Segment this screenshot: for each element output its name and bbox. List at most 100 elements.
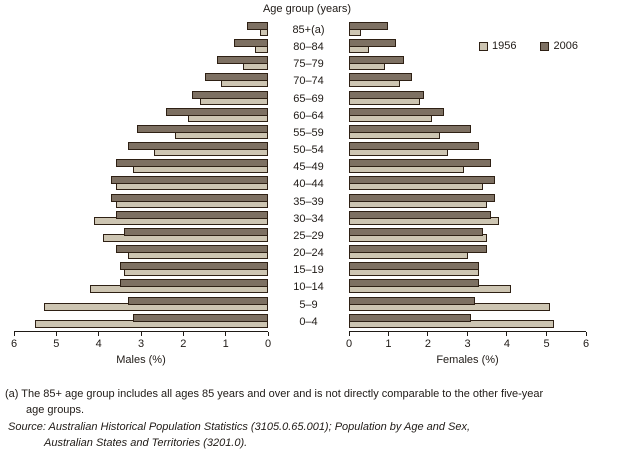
- pyramid-row-male: [14, 73, 268, 90]
- axis-tick: [387, 332, 389, 336]
- pyramid-row-male: [14, 56, 268, 73]
- bar-female-2006-20–24: [349, 245, 488, 254]
- bar-female-2006-10–14: [349, 279, 480, 288]
- bar-male-2006-35–39: [111, 193, 268, 202]
- bar-male-2006-50–54: [128, 142, 268, 151]
- pyramid-row-female: [349, 227, 586, 245]
- legend: 1956 2006: [479, 40, 578, 52]
- pyramid-row-male: [14, 313, 268, 331]
- axis-tick: [427, 332, 429, 336]
- male-axis: 6 5 4 3 2 1 0: [11, 331, 271, 352]
- bar-male-2006-0–4: [132, 313, 268, 322]
- pyramid-row-male: [14, 90, 268, 108]
- bar-male-2006-55–59: [136, 124, 268, 133]
- pyramid-row-female: [349, 159, 586, 176]
- bar-male-2006-45–49: [115, 159, 268, 168]
- pyramid-row-female: [349, 193, 586, 211]
- source-note: Source: Australian Historical Population…: [8, 419, 608, 450]
- age-group-label: 40–44: [293, 178, 324, 191]
- bar-male-2006-40–44: [111, 176, 268, 185]
- pyramid-row-male: [14, 107, 268, 125]
- axis-tick-label: 6: [582, 338, 590, 350]
- axis-tick: [140, 332, 142, 336]
- female-axis: 0 1 2 3 4 5 6: [346, 331, 589, 352]
- bar-male-2006-5–9: [128, 296, 268, 305]
- pyramid-row-male: [14, 279, 268, 296]
- axis-tick-label: 4: [503, 338, 511, 350]
- age-group-label: 85+(a): [292, 24, 325, 36]
- footnote-line-2: age groups.: [26, 404, 85, 416]
- axis-tick: [348, 332, 350, 336]
- axis-tick: [225, 332, 227, 336]
- axis-tick: [267, 332, 269, 336]
- axis-tick: [467, 332, 468, 336]
- bar-male-2006-30–34: [115, 210, 268, 219]
- age-group-label: 70–74: [293, 75, 324, 88]
- legend-label-2006: 2006: [553, 40, 578, 52]
- legend-item-2006: 2006: [540, 40, 578, 52]
- age-group-label: 60–64: [293, 109, 324, 122]
- bar-male-2006-15–19: [119, 262, 268, 271]
- age-labels-column: 85+(a) 80–84 75–79 70–74 65–69 60–64 55–59 50–5…: [268, 22, 349, 331]
- age-group-label: 35–39: [293, 195, 324, 208]
- bar-female-2006-40–44: [349, 176, 496, 185]
- age-group-label: 75–79: [293, 58, 324, 71]
- axis-tick: [585, 332, 587, 336]
- age-group-label: 65–69: [293, 92, 324, 105]
- bar-female-2006-15–19: [349, 262, 480, 271]
- bar-male-2006-75–79: [217, 56, 268, 65]
- age-group-label: 50–54: [293, 144, 324, 157]
- bar-female-2006-80–84: [349, 39, 397, 48]
- bar-female-2006-30–34: [349, 210, 492, 219]
- age-group-label: 25–29: [293, 229, 324, 242]
- axis-tick: [182, 332, 184, 336]
- footnote: (a) The 85+ age group includes all ages …: [5, 386, 605, 418]
- age-group-label: 30–34: [293, 212, 324, 225]
- bar-male-2006-20–24: [115, 245, 268, 254]
- pyramid-row-female: [349, 262, 586, 279]
- male-axis-title: Males (%): [116, 354, 166, 366]
- pyramid-row-male: [14, 39, 268, 56]
- pyramid-row-male: [14, 124, 268, 142]
- pyramid-row-female: [349, 142, 586, 159]
- footnote-line-1: (a) The 85+ age group includes all ages …: [5, 388, 544, 400]
- pyramid-row-female: [349, 176, 586, 193]
- pyramid-row-male: [14, 227, 268, 245]
- source-line-2: Australian States and Territories (3201.…: [44, 437, 248, 449]
- pyramid-row-male: [14, 176, 268, 193]
- age-group-label: 45–49: [293, 161, 324, 174]
- bar-male-2006-25–29: [124, 227, 268, 236]
- chart-title: Age group (years): [262, 3, 352, 15]
- bar-male-2006-60–64: [166, 107, 268, 116]
- pyramid-row-male: [14, 262, 268, 279]
- axis-tick-label: 3: [137, 338, 145, 350]
- female-panel: [349, 22, 586, 331]
- age-group-label: 15–19: [293, 264, 324, 277]
- bar-female-2006-85+(a): [349, 22, 389, 30]
- axis-tick-label: 6: [10, 338, 18, 350]
- pyramid-row-female: [349, 22, 586, 39]
- axis-tick-label: 5: [53, 338, 60, 350]
- pyramid-row-female: [349, 296, 586, 314]
- axis-tick: [55, 332, 57, 336]
- legend-swatch-2006: [540, 41, 550, 51]
- bar-female-2006-0–4: [349, 313, 472, 322]
- age-group-label: 20–24: [293, 247, 324, 260]
- bar-female-2006-35–39: [349, 193, 496, 202]
- axis-tick-label: 0: [264, 338, 272, 350]
- axis-tick-label: 2: [424, 338, 432, 350]
- axis-tick-label: 0: [345, 338, 353, 350]
- bar-female-2006-75–79: [349, 56, 405, 65]
- bar-male-2006-85+(a): [246, 22, 268, 30]
- pyramid-row-female: [349, 124, 586, 142]
- pyramid-row-male: [14, 159, 268, 176]
- pyramid-row-female: [349, 313, 586, 331]
- bar-female-2006-70–74: [349, 73, 413, 82]
- axis-tick: [546, 332, 547, 336]
- bar-female-2006-50–54: [349, 142, 480, 151]
- pyramid-row-male: [14, 193, 268, 211]
- pyramid-row-female: [349, 107, 586, 125]
- bar-male-2006-10–14: [119, 279, 268, 288]
- axis-tick-label: 1: [222, 338, 229, 350]
